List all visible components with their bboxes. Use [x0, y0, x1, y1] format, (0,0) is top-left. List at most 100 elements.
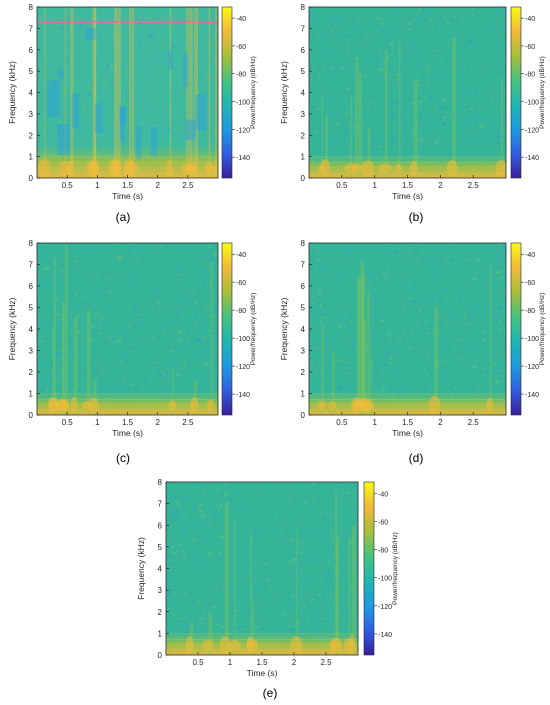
y-tick-label: 1 — [301, 390, 306, 399]
x-tick-label: 1.5 — [122, 418, 134, 427]
x-tick-label: 1.5 — [402, 418, 414, 427]
y-tick-label: 3 — [29, 347, 34, 356]
y-tick-label: 2 — [158, 608, 163, 617]
panel-label: (c) — [116, 451, 130, 465]
y-tick-label: 4 — [301, 325, 306, 334]
spectrogram-panel-2: 0.5 1 1.5 2 2.5 0 1 2 3 4 5 6 7 8 Time (s) Frequency (k… — [279, 3, 546, 224]
colorbar-tick-label: -40 — [525, 16, 535, 23]
x-tick-label: 2 — [438, 181, 443, 190]
colorbar-tick-label: -40 — [236, 252, 246, 259]
spectrogram-panel-3: 0.5 1 1.5 2 2.5 0 1 2 3 4 5 6 7 8 Time (s) Frequency (k… — [7, 239, 257, 465]
colorbar-label: Power/frequency (dB/Hz) — [392, 532, 399, 605]
colorbar-tick-label: -100 — [378, 576, 392, 583]
y-tick-label: 8 — [158, 478, 163, 487]
x-tick-label: 2 — [155, 181, 160, 190]
y-tick-label: 7 — [301, 261, 306, 270]
x-tick-label: 2.5 — [468, 418, 480, 427]
spectrogram-image — [166, 482, 358, 655]
colorbar-tick-label: -100 — [236, 336, 250, 343]
spectrogram-image — [309, 243, 506, 415]
y-axis-label: Frequency (kHz) — [7, 61, 17, 124]
colorbar-tick-label: -80 — [525, 308, 535, 315]
colorbar-tick-label: -120 — [525, 127, 539, 134]
colorbar-gradient — [221, 242, 233, 416]
spectrogram-image — [37, 243, 218, 415]
x-tick-label: 1.5 — [256, 658, 268, 667]
colorbar: -40 -60 -80 -100 -120 -140 Power/frequency (dB… — [363, 481, 399, 656]
y-axis-label: Frequency (kHz) — [279, 61, 289, 124]
colorbar-tick-label: -40 — [378, 491, 388, 498]
y-tick-label: 6 — [158, 521, 163, 530]
colorbar-tick-label: -80 — [236, 308, 246, 315]
y-tick-label: 3 — [29, 110, 34, 119]
y-tick-label: 2 — [301, 131, 306, 140]
y-tick-label: 8 — [301, 3, 306, 12]
colorbar-gradient — [363, 481, 375, 656]
colorbar-tick-label: -120 — [525, 364, 539, 371]
colorbar-tick-label: -100 — [236, 100, 250, 107]
x-tick-label: 0.5 — [62, 418, 74, 427]
spectrogram-panel-1: 0.5 1 1.5 2 2.5 0 1 2 3 4 5 6 7 8 Time (s) Frequency (k… — [7, 3, 257, 224]
y-tick-label: 1 — [158, 629, 163, 638]
spectrogram-image — [37, 7, 218, 178]
y-tick-label: 8 — [301, 239, 306, 248]
y-tick-label: 5 — [29, 67, 34, 76]
panel-label: (b) — [409, 210, 424, 224]
colorbar-tick-label: -140 — [525, 392, 539, 399]
y-tick-label: 4 — [29, 89, 34, 98]
colorbar-tick-label: -60 — [378, 519, 388, 526]
x-tick-label: 1 — [372, 181, 377, 190]
colorbar-tick-label: -60 — [525, 280, 535, 287]
y-axis-label: Frequency (kHz) — [279, 297, 289, 360]
colorbar-tick-label: -80 — [236, 72, 246, 79]
y-tick-label: 6 — [29, 282, 34, 291]
x-tick-label: 2.5 — [182, 181, 194, 190]
colorbar: -40 -60 -80 -100 -120 -140 Power/frequency (dB… — [510, 6, 546, 179]
spectrogram-panel-4: 0.5 1 1.5 2 2.5 0 1 2 3 4 5 6 7 8 Time (s) Frequency (k… — [279, 239, 546, 465]
y-tick-label: 5 — [301, 304, 306, 313]
x-tick-label: 1 — [95, 418, 100, 427]
colorbar: -40 -60 -80 -100 -120 -140 Power/frequency (dB… — [221, 6, 257, 179]
x-axis-label: Time (s) — [112, 191, 143, 201]
x-tick-label: 2 — [155, 418, 160, 427]
y-tick-label: 0 — [301, 174, 306, 183]
x-tick-label: 1 — [372, 418, 377, 427]
y-tick-label: 0 — [29, 411, 34, 420]
x-axis-label: Time (s) — [392, 428, 423, 438]
y-tick-label: 6 — [301, 46, 306, 55]
colorbar-tick-label: -120 — [236, 127, 250, 134]
y-tick-label: 7 — [301, 24, 306, 33]
x-axis-label: Time (s) — [247, 668, 278, 678]
colorbar-tick-label: -40 — [236, 16, 246, 23]
x-axis-label: Time (s) — [392, 191, 423, 201]
colorbar-tick-label: -40 — [525, 252, 535, 259]
y-tick-label: 7 — [29, 24, 34, 33]
colorbar-tick-label: -120 — [378, 604, 392, 611]
x-tick-label: 2.5 — [468, 181, 480, 190]
colorbar-gradient — [510, 242, 522, 416]
colorbar-tick-label: -60 — [236, 44, 246, 51]
y-tick-label: 5 — [301, 67, 306, 76]
y-tick-label: 5 — [158, 543, 163, 552]
y-tick-label: 7 — [29, 261, 34, 270]
y-tick-label: 0 — [301, 411, 306, 420]
y-tick-label: 0 — [29, 174, 34, 183]
colorbar-tick-label: -100 — [525, 336, 539, 343]
colorbar-tick-label: -140 — [378, 632, 392, 639]
colorbar-tick-label: -100 — [525, 100, 539, 107]
colorbar-label: Power/frequency (dB/Hz) — [250, 293, 257, 366]
y-tick-label: 3 — [158, 586, 163, 595]
y-tick-label: 6 — [29, 46, 34, 55]
colorbar-tick-label: -120 — [236, 364, 250, 371]
x-tick-label: 2.5 — [320, 658, 332, 667]
y-tick-label: 2 — [29, 368, 34, 377]
x-tick-label: 1 — [228, 658, 233, 667]
y-tick-label: 4 — [29, 325, 34, 334]
panel-label: (a) — [116, 210, 131, 224]
x-tick-label: 2 — [292, 658, 297, 667]
colorbar-tick-label: -140 — [236, 155, 250, 162]
y-tick-label: 5 — [29, 304, 34, 313]
y-tick-label: 4 — [301, 89, 306, 98]
colorbar-label: Power/frequency (dB/Hz) — [539, 293, 546, 366]
